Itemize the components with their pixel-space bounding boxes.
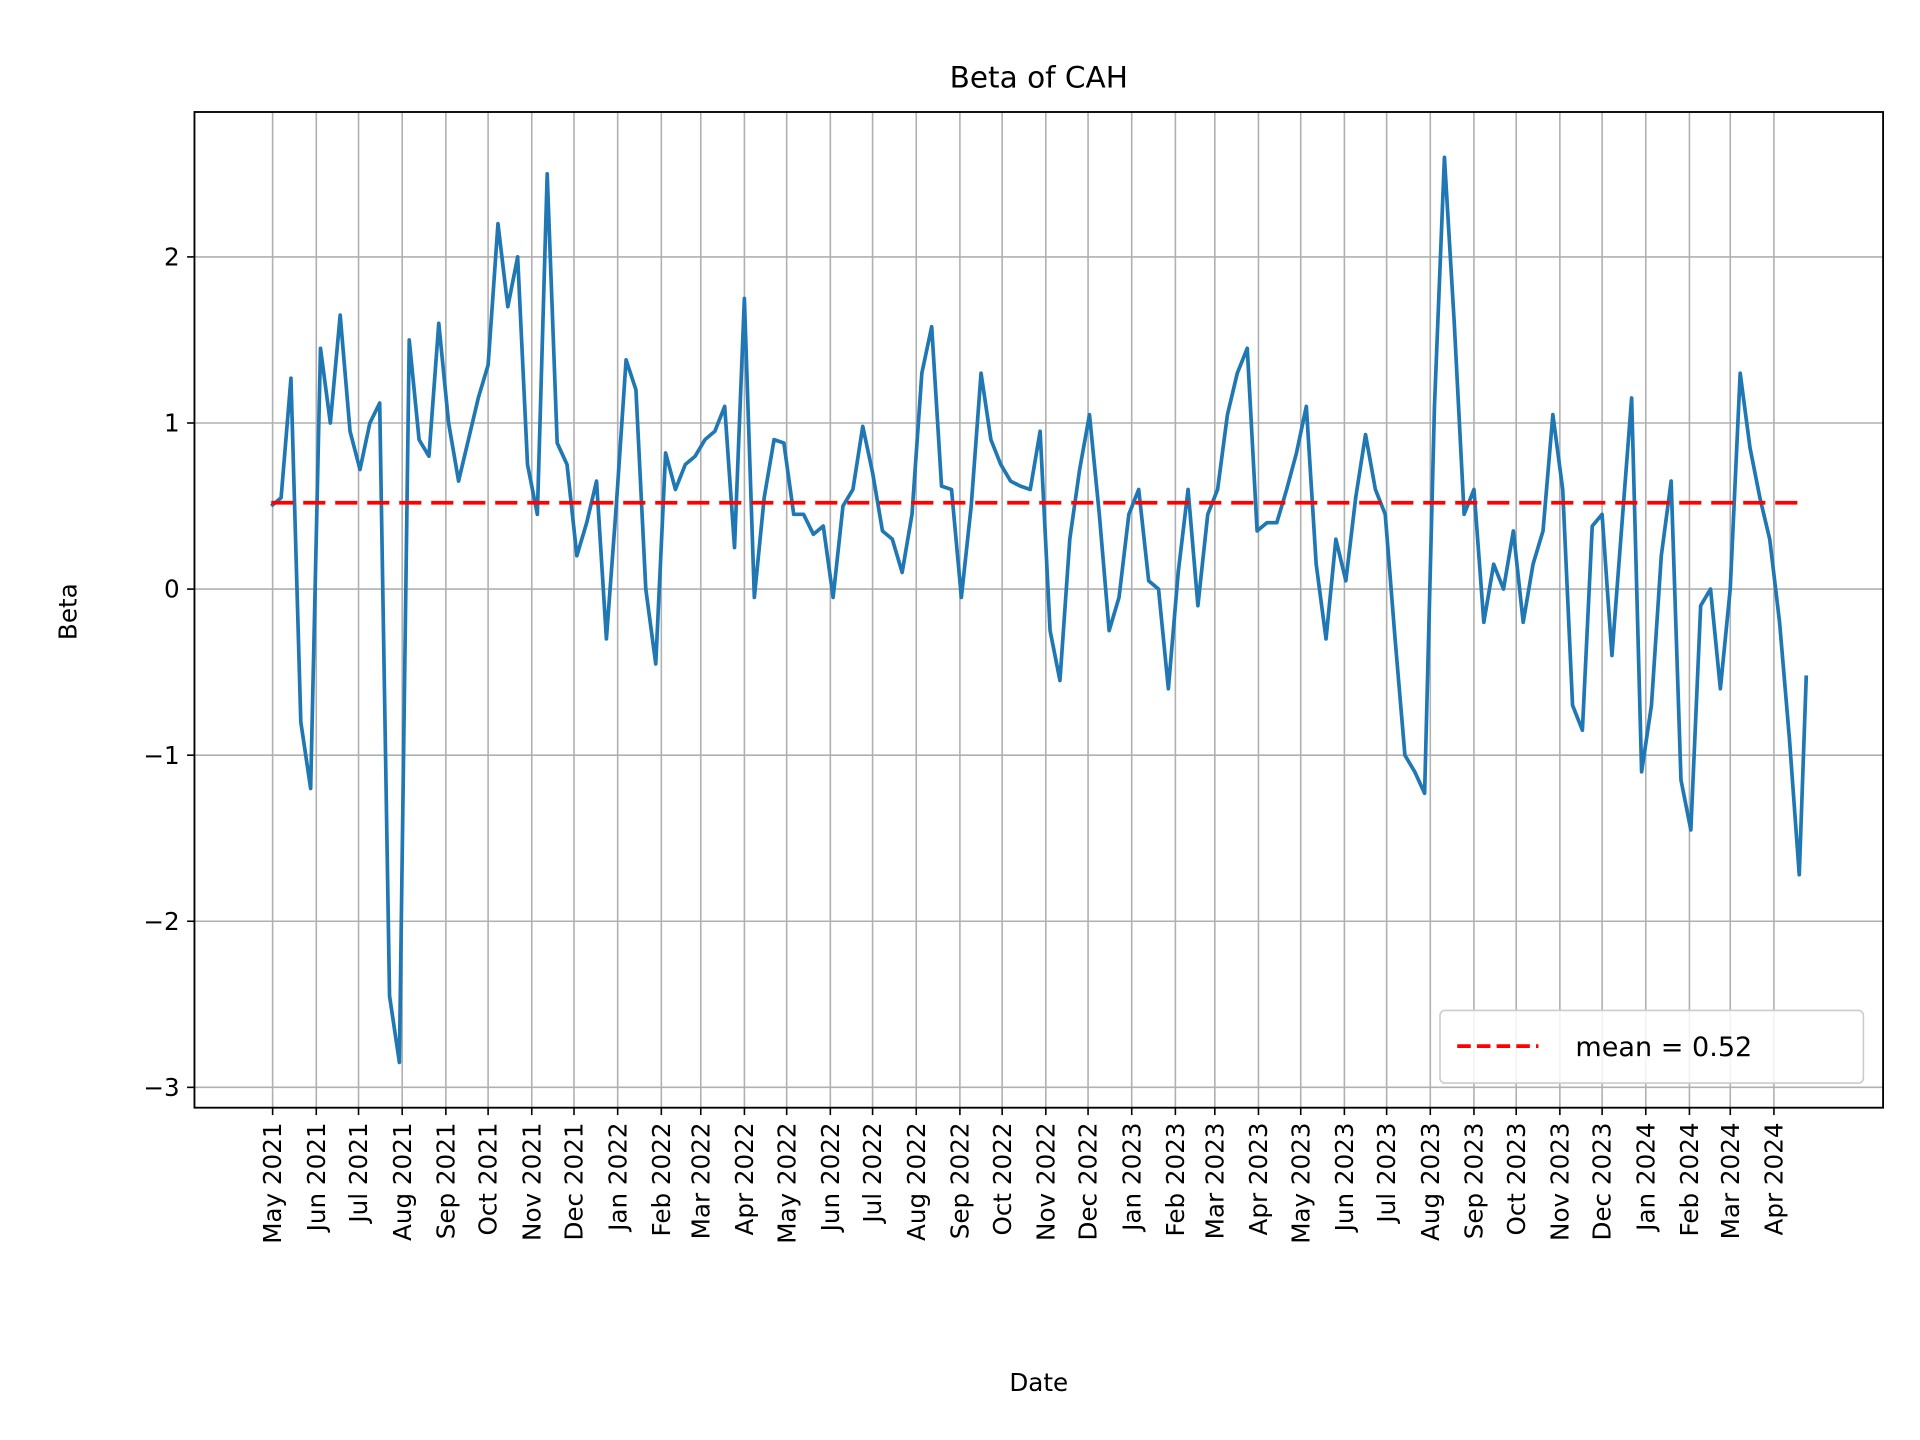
y-tick-label: 0 bbox=[164, 575, 180, 604]
x-tick-label: Aug 2021 bbox=[388, 1122, 417, 1241]
y-tick-label: −1 bbox=[143, 741, 179, 770]
x-tick-label: Jul 2021 bbox=[344, 1122, 373, 1224]
x-tick-label: May 2022 bbox=[772, 1122, 801, 1243]
x-tick-label: Jun 2023 bbox=[1330, 1122, 1359, 1233]
x-tick-label: Sep 2021 bbox=[431, 1122, 460, 1239]
x-tick-label: Apr 2022 bbox=[730, 1122, 759, 1235]
x-tick-label: Oct 2023 bbox=[1502, 1122, 1531, 1235]
x-tick-label: Dec 2022 bbox=[1074, 1122, 1103, 1240]
x-tick-label: Oct 2021 bbox=[474, 1122, 503, 1235]
x-tick-label: Aug 2022 bbox=[902, 1122, 931, 1241]
x-tick-label: Jan 2023 bbox=[1117, 1122, 1146, 1232]
x-tick-label: Mar 2022 bbox=[686, 1122, 715, 1239]
x-tick-label: May 2021 bbox=[258, 1122, 287, 1243]
x-tick-label: Feb 2023 bbox=[1161, 1122, 1190, 1236]
x-tick-label: Apr 2023 bbox=[1244, 1122, 1273, 1235]
x-tick-label: Oct 2022 bbox=[988, 1122, 1017, 1235]
beta-series-line bbox=[270, 155, 1809, 1065]
y-tick-label: −3 bbox=[143, 1073, 179, 1102]
x-axis-label: Date bbox=[1009, 1368, 1068, 1397]
x-tick-label: Nov 2022 bbox=[1031, 1122, 1060, 1240]
x-tick-label: Apr 2024 bbox=[1760, 1122, 1789, 1235]
y-axis-ticks: −3 −2 −1 0 1 2 bbox=[143, 243, 195, 1102]
y-axis-label: Beta bbox=[53, 583, 82, 640]
x-tick-label: Dec 2023 bbox=[1588, 1122, 1617, 1240]
x-tick-label: Jul 2022 bbox=[858, 1122, 887, 1224]
x-tick-label: Mar 2024 bbox=[1716, 1122, 1745, 1239]
y-tick-label: −2 bbox=[143, 907, 179, 936]
x-tick-label: Jan 2022 bbox=[603, 1122, 632, 1232]
x-tick-label: Aug 2023 bbox=[1416, 1122, 1445, 1241]
x-tick-label: Sep 2022 bbox=[946, 1122, 975, 1239]
legend-mean-label: mean = 0.52 bbox=[1575, 1032, 1752, 1063]
x-tick-label: Jun 2021 bbox=[302, 1122, 331, 1233]
x-tick-label: Mar 2023 bbox=[1200, 1122, 1229, 1239]
x-tick-label: Nov 2021 bbox=[517, 1122, 546, 1240]
x-tick-label: Feb 2022 bbox=[647, 1122, 676, 1236]
x-axis-ticks: May 2021 Jun 2021 Jul 2021 Aug 2021 Sep 2021… bbox=[258, 1107, 1789, 1244]
chart-title: Beta of CAH bbox=[950, 60, 1128, 94]
plot-area bbox=[270, 155, 1809, 1065]
x-tick-label: Jul 2023 bbox=[1372, 1122, 1401, 1224]
x-tick-label: Sep 2023 bbox=[1460, 1122, 1489, 1239]
x-tick-label: Nov 2023 bbox=[1545, 1122, 1574, 1240]
x-tick-label: Dec 2021 bbox=[560, 1122, 589, 1240]
x-tick-label: Feb 2024 bbox=[1675, 1122, 1704, 1236]
y-tick-label: 2 bbox=[164, 243, 180, 272]
y-tick-label: 1 bbox=[164, 409, 180, 438]
x-tick-label: Jan 2024 bbox=[1631, 1122, 1660, 1232]
axes-frame bbox=[193, 111, 1884, 1109]
x-tick-label: May 2023 bbox=[1286, 1122, 1315, 1243]
legend: mean = 0.52 bbox=[1439, 1009, 1865, 1084]
legend-box bbox=[1439, 1009, 1865, 1084]
x-tick-label: Jun 2022 bbox=[816, 1122, 845, 1233]
